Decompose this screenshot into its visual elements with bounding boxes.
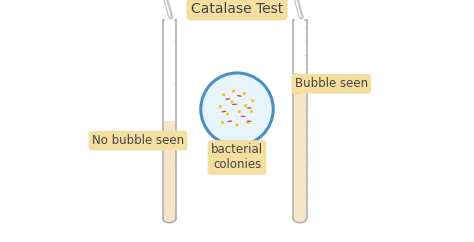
Ellipse shape xyxy=(227,121,232,122)
Ellipse shape xyxy=(163,214,176,222)
Ellipse shape xyxy=(237,95,242,97)
Circle shape xyxy=(201,73,273,145)
Circle shape xyxy=(244,104,247,107)
Circle shape xyxy=(250,110,253,113)
Circle shape xyxy=(238,110,241,113)
Circle shape xyxy=(232,90,235,93)
Ellipse shape xyxy=(221,111,227,113)
Ellipse shape xyxy=(240,116,246,117)
Ellipse shape xyxy=(225,98,230,100)
Ellipse shape xyxy=(246,107,252,109)
Text: Bubble seen: Bubble seen xyxy=(295,77,368,90)
Text: No bubble seen: No bubble seen xyxy=(92,134,184,147)
Circle shape xyxy=(243,92,246,95)
FancyBboxPatch shape xyxy=(163,121,176,218)
Circle shape xyxy=(251,99,254,102)
Ellipse shape xyxy=(246,121,252,122)
Circle shape xyxy=(246,121,249,124)
Circle shape xyxy=(222,93,225,96)
Circle shape xyxy=(230,100,234,104)
Circle shape xyxy=(221,121,224,124)
Ellipse shape xyxy=(232,104,237,105)
FancyBboxPatch shape xyxy=(293,77,306,218)
Circle shape xyxy=(226,113,229,116)
Text: bacterial
colonies: bacterial colonies xyxy=(211,144,263,172)
Circle shape xyxy=(236,123,238,126)
Circle shape xyxy=(219,105,222,108)
Ellipse shape xyxy=(293,214,306,222)
Text: Catalase Test: Catalase Test xyxy=(191,2,283,16)
